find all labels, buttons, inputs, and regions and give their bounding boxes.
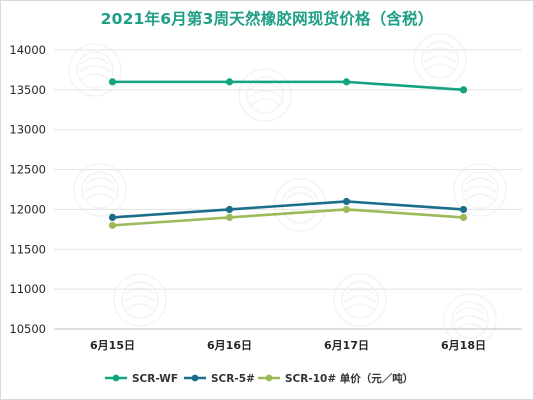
watermark-emblem bbox=[68, 43, 122, 97]
legend-item-2: SCR-5# bbox=[184, 373, 255, 385]
y-tick-label: 11000 bbox=[9, 282, 46, 296]
legend-marker bbox=[265, 374, 273, 382]
watermark-emblem bbox=[443, 293, 497, 347]
y-tick-label: 13000 bbox=[9, 123, 46, 137]
data-point-series-2 bbox=[225, 205, 234, 214]
chart-title: 2021年6月第3周天然橡胶网现货价格（含税） bbox=[100, 10, 434, 28]
legend-label: SCR-WF bbox=[132, 373, 178, 385]
watermark-emblem bbox=[333, 273, 387, 327]
y-axis: 10500 11000 11500 12000 12500 13000 13500 14000 bbox=[9, 43, 46, 336]
watermark-emblem bbox=[238, 68, 292, 122]
data-point-series-3 bbox=[342, 205, 351, 214]
watermark-emblem bbox=[413, 33, 467, 87]
data-point-series-2 bbox=[108, 213, 117, 221]
legend-label: SCR-5# bbox=[211, 373, 255, 385]
y-tick-label: 14000 bbox=[9, 43, 46, 57]
legend-marker bbox=[191, 374, 199, 382]
data-point-series-1 bbox=[342, 78, 351, 86]
data-point-series-3 bbox=[108, 221, 117, 229]
y-tick-label: 13500 bbox=[9, 83, 46, 97]
legend-item-1: SCR-WF bbox=[105, 373, 178, 385]
series-line-2 bbox=[112, 200, 464, 219]
legend: SCR-WF SCR-5# SCR-10# 单价（元／吨） bbox=[105, 372, 413, 385]
data-point-series-1 bbox=[108, 78, 117, 86]
watermark-layer bbox=[68, 33, 507, 347]
y-tick-label: 12500 bbox=[9, 163, 46, 177]
legend-marker bbox=[112, 374, 120, 382]
x-tick-label: 6月15日 bbox=[90, 339, 135, 352]
x-tick-label: 6月17日 bbox=[324, 339, 369, 352]
legend-label: SCR-10# 单价（元／吨） bbox=[285, 372, 413, 385]
data-point-series-1 bbox=[225, 78, 234, 86]
data-point-series-2 bbox=[342, 197, 351, 206]
x-tick-label: 6月18日 bbox=[441, 339, 486, 352]
x-tick-label: 6月16日 bbox=[207, 339, 252, 352]
x-axis: 6月15日 6月16日 6月17日 6月18日 bbox=[90, 339, 486, 352]
series-line-1 bbox=[112, 80, 464, 92]
series-line-3 bbox=[112, 208, 464, 227]
data-point-series-3 bbox=[459, 213, 468, 221]
data-point-series-1 bbox=[459, 86, 468, 94]
data-point-series-3 bbox=[225, 213, 234, 221]
series-layer bbox=[108, 78, 468, 229]
y-tick-label: 11500 bbox=[9, 242, 46, 256]
y-tick-label: 10500 bbox=[9, 322, 46, 336]
watermark-emblem bbox=[453, 163, 507, 217]
y-tick-label: 12000 bbox=[9, 202, 46, 216]
gridlines bbox=[54, 49, 522, 330]
watermark-emblem bbox=[113, 273, 167, 327]
legend-item-3: SCR-10# 单价（元／吨） bbox=[258, 372, 413, 385]
watermark-emblem bbox=[73, 163, 127, 217]
data-point-series-2 bbox=[459, 205, 468, 214]
